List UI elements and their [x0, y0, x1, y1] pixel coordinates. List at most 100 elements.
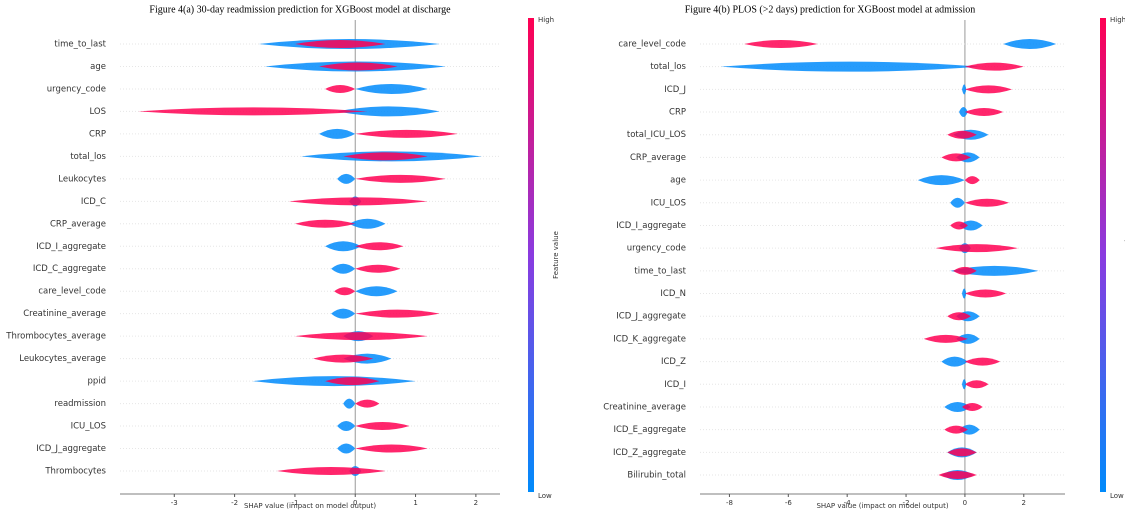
- swarm-range: [950, 265, 1039, 276]
- swarm-range: [744, 40, 818, 48]
- swarm-range: [355, 242, 404, 251]
- x-tick-label: -2: [903, 499, 910, 507]
- swarm-range: [961, 379, 967, 390]
- feature-label: total_los: [70, 152, 106, 162]
- swarm-range: [355, 174, 446, 183]
- x-tick-label: 2: [474, 499, 478, 507]
- x-tick-label: -4: [844, 499, 852, 507]
- feature-label: age: [90, 62, 106, 72]
- feature-label: ppid: [87, 377, 106, 387]
- chart-title: Figure 4(a) 30-day readmission predictio…: [149, 4, 451, 15]
- feature-label: total_los: [650, 62, 686, 72]
- swarm-range: [953, 266, 977, 275]
- swarm-range: [959, 220, 983, 231]
- swarm-range: [959, 424, 980, 435]
- x-tick-label: -3: [171, 499, 178, 507]
- swarm-range: [964, 380, 989, 389]
- feature-label: Creatinine_average: [23, 309, 106, 319]
- feature-label: ICD_C: [81, 197, 106, 207]
- swarm-range: [964, 357, 1001, 366]
- swarm-range: [964, 108, 1004, 117]
- swarm-range: [294, 332, 428, 341]
- swarm-range: [961, 288, 967, 299]
- swarm-range: [947, 312, 971, 321]
- feature-label: age: [670, 176, 686, 186]
- feature-label: care_level_code: [618, 40, 686, 50]
- colorbar-low: Low: [538, 492, 552, 500]
- swarm-range: [355, 444, 428, 453]
- swarm-range: [1003, 39, 1057, 49]
- swarm-range: [355, 83, 428, 94]
- feature-label: readmission: [54, 399, 106, 409]
- feature-label: ICD_I_aggregate: [616, 221, 686, 231]
- feature-label: ICD_I: [664, 380, 686, 390]
- feature-label: LOS: [89, 107, 106, 117]
- feature-label: Thrombocytes_average: [5, 332, 106, 342]
- swarm-range: [294, 219, 356, 228]
- swarm-range: [720, 61, 980, 72]
- swarm-range: [331, 308, 356, 319]
- x-tick-label: -2: [231, 499, 238, 507]
- chart-title: Figure 4(b) PLOS (>2 days) prediction fo…: [685, 4, 976, 15]
- feature-label: ICD_C_aggregate: [33, 264, 106, 274]
- swarm-range: [334, 287, 356, 296]
- swarm-range: [961, 84, 967, 95]
- swarm-range: [959, 107, 968, 118]
- swarm-range: [325, 377, 380, 386]
- feature-label: Creatinine_average: [603, 402, 686, 412]
- feature-label: ICU_LOS: [71, 422, 106, 432]
- feature-label: CRP: [89, 129, 106, 139]
- swarm-range: [923, 334, 968, 343]
- swarm-range: [294, 40, 386, 48]
- feature-label: Leukocytes_average: [19, 354, 106, 364]
- colorbar-low: Low: [1110, 492, 1124, 500]
- x-tick-label: -1: [291, 499, 298, 507]
- swarm-range: [964, 198, 1010, 207]
- feature-label: ICD_J_aggregate: [616, 312, 686, 322]
- swarm-range: [276, 467, 386, 475]
- feature-label: urgency_code: [47, 84, 106, 94]
- feature-label: Thrombocytes: [44, 467, 106, 477]
- colorbar-high: High: [538, 16, 554, 24]
- feature-label: Bilirubin_total: [627, 471, 686, 481]
- swarm-range: [941, 153, 971, 162]
- swarm-range: [138, 107, 368, 116]
- swarm-range: [950, 221, 968, 230]
- swarm-range: [964, 176, 980, 185]
- swarm-range: [325, 241, 362, 252]
- swarm-range: [337, 106, 440, 117]
- swarm-range: [331, 263, 356, 274]
- swarm-range: [319, 62, 398, 71]
- swarm-range: [941, 356, 968, 367]
- swarm-range: [944, 425, 968, 434]
- swarm-range: [343, 398, 356, 409]
- swarm-range: [947, 130, 977, 139]
- feature-label: ICD_J_aggregate: [36, 444, 106, 454]
- swarm-range: [337, 173, 356, 184]
- swarm-range: [355, 309, 440, 318]
- swarm-range: [288, 197, 428, 206]
- colorbar-label: Feature value: [552, 231, 560, 279]
- swarm-range: [319, 128, 356, 139]
- x-tick-label: 0: [353, 499, 357, 507]
- feature-label: ICD_K_aggregate: [613, 334, 686, 344]
- feature-label: ICD_I_aggregate: [36, 242, 106, 252]
- colorbar-high: High: [1110, 16, 1125, 24]
- swarm-range: [355, 264, 401, 273]
- swarm-range: [325, 84, 356, 93]
- x-tick-label: -6: [785, 499, 793, 507]
- feature-label: Leukocytes: [58, 174, 106, 184]
- swarm-range: [935, 244, 1018, 253]
- feature-label: ICD_J: [664, 85, 686, 95]
- feature-label: urgency_code: [627, 244, 686, 254]
- feature-label: ICU_LOS: [651, 198, 686, 208]
- colorbar: [528, 18, 534, 492]
- swarm-range: [355, 129, 458, 138]
- swarm-range: [355, 422, 410, 431]
- feature-label: ICD_Z: [661, 357, 686, 367]
- swarm-range: [343, 152, 428, 161]
- swarm-range: [337, 443, 356, 454]
- swarm-range: [313, 354, 374, 363]
- x-tick-label: 0: [963, 499, 967, 507]
